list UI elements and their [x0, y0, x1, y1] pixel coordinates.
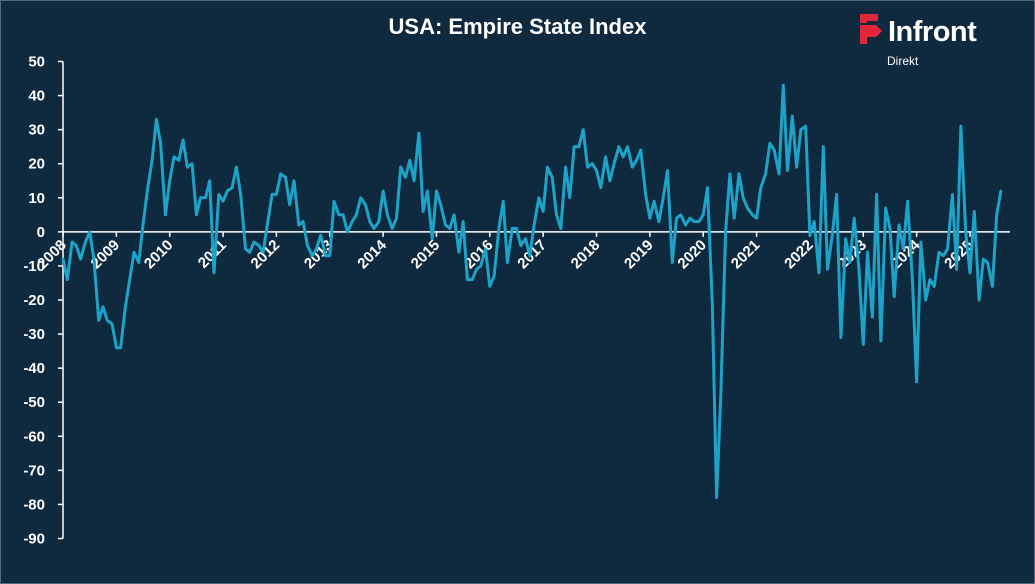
logo-wordmark: Infront — [888, 16, 977, 48]
x-tick-label: 2021 — [728, 237, 764, 273]
y-tick-label: 40 — [28, 88, 45, 105]
series-group — [61, 83, 1003, 500]
y-tick-label: -60 — [23, 428, 45, 445]
y-tick-label: -80 — [23, 496, 45, 513]
x-axis: 2008 2009 2010 2011 2012 2013 2014 2015 2016 2017… — [34, 231, 1010, 273]
y-tick-label: -10 — [23, 258, 45, 275]
y-tick-label: -50 — [23, 394, 45, 411]
x-tick-label: 2022 — [781, 237, 817, 273]
x-tick-label: 2015 — [408, 237, 444, 273]
x-tick-label: 2014 — [354, 236, 390, 272]
y-tick-label: -20 — [23, 292, 45, 309]
brand-logo: Infront Direkt — [858, 12, 1018, 72]
x-tick-label: 2019 — [621, 237, 657, 273]
series-line — [61, 83, 1003, 500]
chart-title: USA: Empire State Index — [388, 14, 647, 39]
y-tick-label: 50 — [28, 54, 45, 71]
y-tick-label: 10 — [28, 190, 45, 207]
logo-subtitle: Direkt — [887, 54, 919, 68]
x-tick-label: 2018 — [568, 237, 604, 273]
infront-logo-icon — [860, 14, 882, 44]
y-tick-label: -90 — [23, 531, 45, 548]
y-tick-label: 0 — [37, 224, 45, 241]
y-tick-label: 30 — [28, 122, 45, 139]
y-tick-label: -40 — [23, 360, 45, 377]
x-tick-label: 2020 — [674, 237, 710, 273]
y-tick-label: -30 — [23, 326, 45, 343]
y-tick-label: -70 — [23, 462, 45, 479]
y-axis: 50 40 30 20 10 0 -10 -20 -30 -40 -50 -60 -70 -80 -90 — [23, 54, 64, 548]
x-tick-label: 2010 — [141, 237, 177, 273]
y-tick-label: 20 — [28, 156, 45, 173]
